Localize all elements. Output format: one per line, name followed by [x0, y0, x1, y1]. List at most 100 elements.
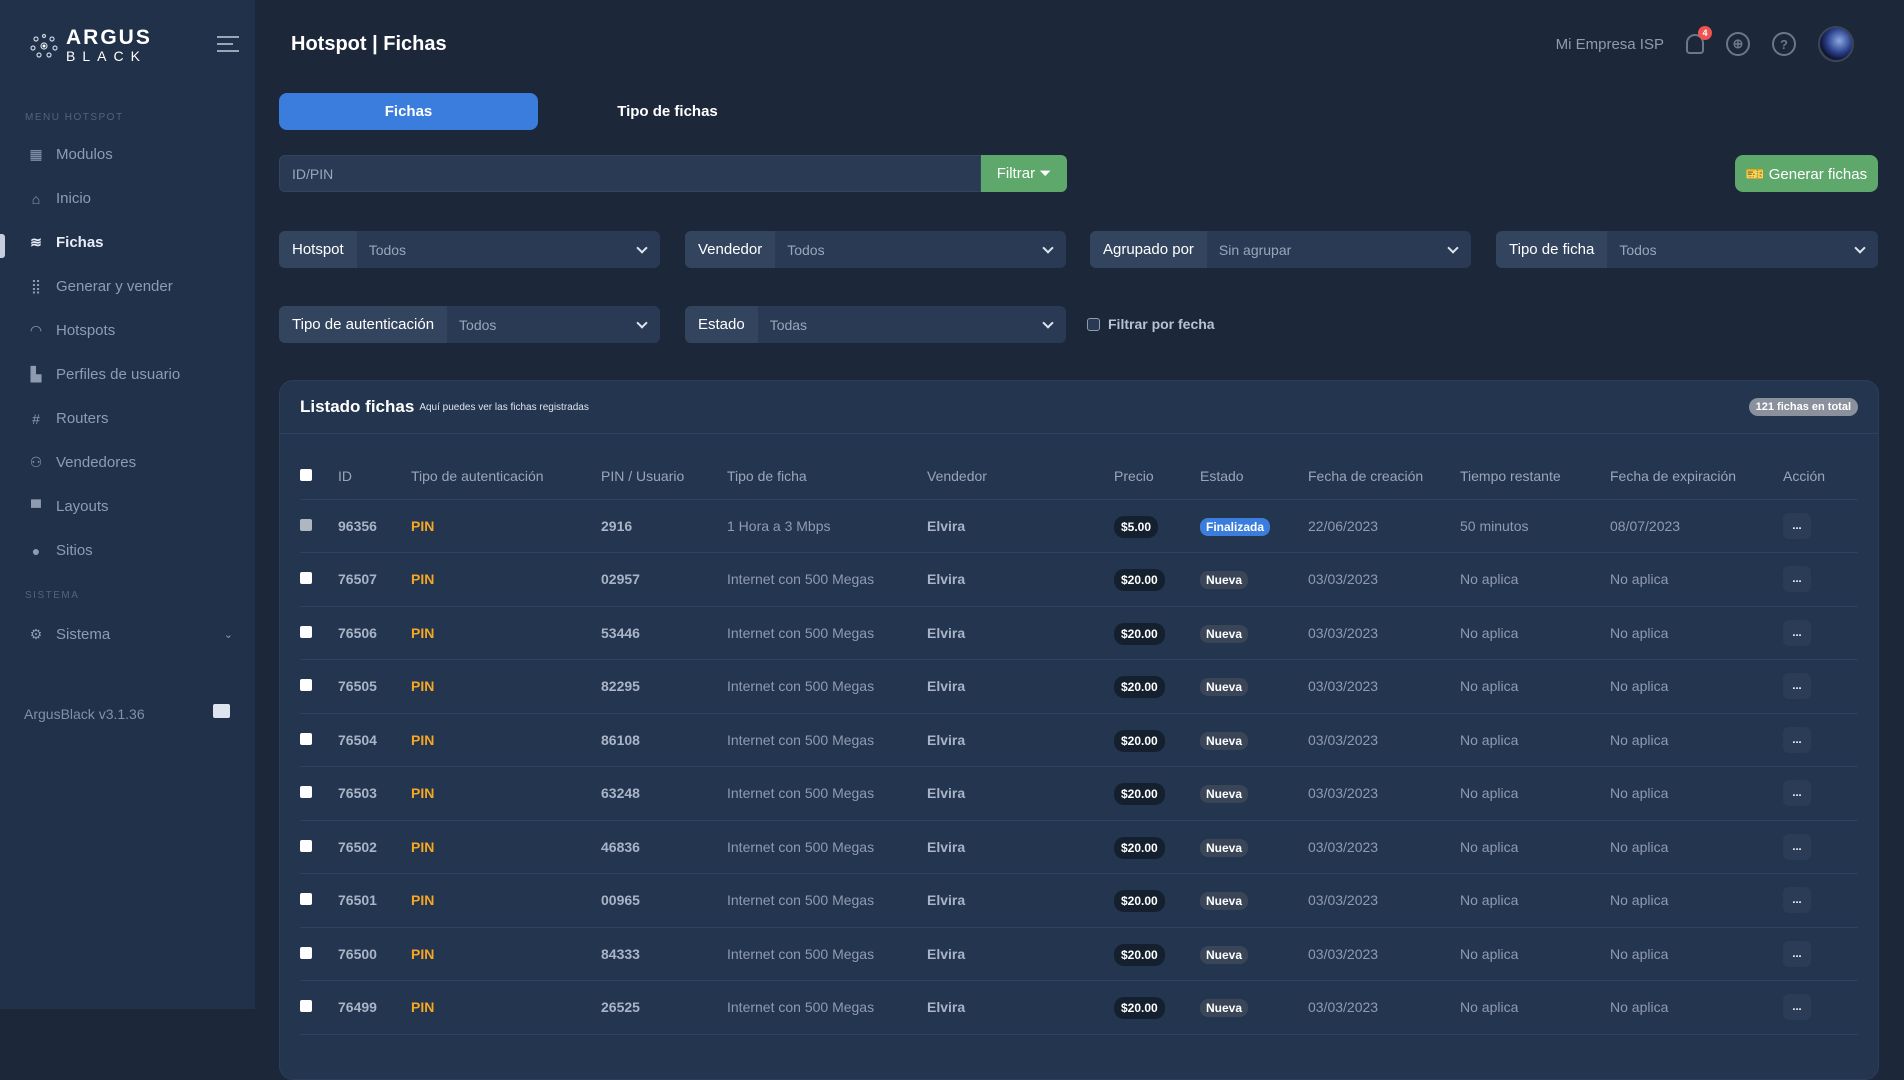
sidebar-item-fichas[interactable]: ≋ Fichas — [28, 234, 103, 251]
avatar[interactable] — [1818, 26, 1854, 62]
filter-tipo-de-autenticación[interactable]: Tipo de autenticación Todos — [279, 306, 660, 343]
cell-ficha-type: 1 Hora a 3 Mbps — [727, 499, 927, 553]
sidebar-item-label: Vendedores — [56, 454, 137, 471]
tab-tipo-de-fichas[interactable]: Tipo de fichas — [617, 103, 718, 120]
row-select[interactable] — [300, 499, 338, 553]
cell-id: 76507 — [338, 552, 411, 607]
table-row[interactable]: 76505 PIN 82295 Internet con 500 Megas E… — [300, 659, 1858, 714]
checkbox[interactable] — [300, 679, 312, 692]
table-row[interactable]: 76507 PIN 02957 Internet con 500 Megas E… — [300, 552, 1858, 607]
checkbox[interactable] — [300, 572, 312, 585]
filter-select[interactable]: Todos — [775, 231, 1066, 268]
table-row[interactable]: 76500 PIN 84333 Internet con 500 Megas E… — [300, 927, 1858, 981]
filter-button[interactable]: Filtrar ⏷ — [981, 155, 1067, 192]
filter-hotspot[interactable]: Hotspot Todos — [279, 231, 660, 268]
table-row[interactable]: 76503 PIN 63248 Internet con 500 Megas E… — [300, 766, 1858, 821]
row-select[interactable] — [300, 659, 338, 714]
checkbox[interactable] — [300, 839, 312, 852]
bell-icon[interactable]: 4 — [1686, 26, 1712, 54]
row-select[interactable] — [300, 713, 338, 767]
checkbox[interactable] — [300, 786, 312, 799]
row-action-button[interactable]: ... — [1783, 619, 1811, 646]
row-action-button[interactable]: ... — [1783, 726, 1811, 753]
sidebar-item-perfiles-de-usuario[interactable]: ▙ Perfiles de usuario — [28, 366, 181, 383]
status-badge: Nueva — [1200, 571, 1249, 590]
sidebar-item-inicio[interactable]: ⌂ Inicio — [28, 190, 91, 207]
search-input[interactable] — [279, 155, 981, 192]
filter-select[interactable]: Todos — [1607, 231, 1878, 268]
filter-select[interactable]: Todos — [357, 231, 660, 268]
filter-label: Estado — [685, 306, 758, 343]
page-title: Hotspot | Fichas — [291, 33, 447, 55]
table-row[interactable]: 96356 PIN 2916 1 Hora a 3 Mbps Elvira $5… — [300, 499, 1858, 553]
menu-toggle-icon[interactable] — [217, 36, 239, 57]
row-select[interactable] — [300, 820, 338, 874]
table-row[interactable]: 76499 PIN 26525 Internet con 500 Megas E… — [300, 980, 1858, 1035]
row-select[interactable] — [300, 766, 338, 821]
table-row[interactable]: 76501 PIN 00965 Internet con 500 Megas E… — [300, 873, 1858, 928]
sidebar-item-modulos[interactable]: ▦ Modulos — [28, 146, 112, 163]
cell-ficha-type: Internet con 500 Megas — [727, 873, 927, 928]
section-menu-hotspot: MENU HOTSPOT — [25, 112, 124, 123]
table-row[interactable]: 76506 PIN 53446 Internet con 500 Megas E… — [300, 606, 1858, 660]
column-header: Precio — [1114, 453, 1200, 500]
cell-ficha-type: Internet con 500 Megas — [727, 552, 927, 607]
row-action-button[interactable]: ... — [1783, 994, 1811, 1021]
status-badge: Nueva — [1200, 785, 1249, 804]
filter-agrupado-por[interactable]: Agrupado por Sin agrupar — [1090, 231, 1471, 268]
chevron-down-icon — [636, 316, 648, 329]
filter-tipo-de-ficha[interactable]: Tipo de ficha Todos — [1496, 231, 1878, 268]
table-row[interactable]: 76504 PIN 86108 Internet con 500 Megas E… — [300, 713, 1858, 767]
date-filter-checkbox[interactable]: Filtrar por fecha — [1087, 316, 1215, 332]
changelog-icon[interactable] — [213, 704, 230, 718]
sidebar-item-layouts[interactable]: ▀ Layouts — [28, 498, 109, 515]
checkbox[interactable] — [300, 893, 312, 906]
filter-select[interactable]: Todas — [758, 306, 1066, 343]
layout-icon: ▀ — [31, 498, 41, 515]
row-action-button[interactable]: ... — [1783, 673, 1811, 700]
row-select[interactable] — [300, 552, 338, 607]
row-select[interactable] — [300, 927, 338, 981]
top-bar: Mi Empresa ISP 4 ⊕ ? — [1556, 26, 1854, 62]
checkbox[interactable] — [300, 625, 312, 638]
filter-select[interactable]: Todos — [447, 306, 660, 343]
checkbox[interactable] — [300, 732, 312, 745]
total-badge: 121 fichas en total — [1748, 398, 1858, 416]
sidebar-item-generar-y-vender[interactable]: ⣿ Generar y vender — [28, 278, 173, 295]
sidebar-item-vendedores[interactable]: ⚇ Vendedores — [28, 454, 136, 471]
filter-estado[interactable]: Estado Todas — [685, 306, 1066, 343]
row-action-button[interactable]: ... — [1783, 887, 1811, 914]
cell-remaining: No aplica — [1460, 873, 1610, 928]
row-action-button[interactable]: ... — [1783, 566, 1811, 593]
sidebar-item-hotspots[interactable]: ◠ Hotspots — [28, 322, 115, 339]
status-badge: Nueva — [1200, 892, 1249, 911]
sidebar-item-sistema[interactable]: ⚙ Sistema ⌄ — [28, 626, 233, 643]
checkbox[interactable] — [300, 468, 312, 481]
row-action-button[interactable]: ... — [1783, 833, 1811, 860]
tab-fichas[interactable]: Fichas — [279, 93, 538, 130]
help-icon[interactable]: ? — [1772, 32, 1796, 56]
table-row[interactable]: 76502 PIN 46836 Internet con 500 Megas E… — [300, 820, 1858, 874]
org-name[interactable]: Mi Empresa ISP — [1555, 35, 1664, 53]
row-action-button[interactable]: ... — [1783, 512, 1811, 539]
sidebar-item-routers[interactable]: # Routers — [28, 410, 108, 427]
row-select[interactable] — [300, 873, 338, 928]
sidebar-item-sitios[interactable]: ● Sitios — [28, 542, 93, 559]
select-all[interactable] — [300, 453, 338, 500]
checkbox[interactable] — [300, 946, 312, 959]
row-action-button[interactable]: ... — [1783, 940, 1811, 967]
filter-select[interactable]: Sin agrupar — [1207, 231, 1471, 268]
checkbox[interactable] — [300, 1000, 312, 1013]
row-select[interactable] — [300, 980, 338, 1035]
cell-id: 76502 — [338, 820, 411, 874]
checkbox[interactable] — [300, 518, 312, 531]
checkbox[interactable] — [1087, 317, 1100, 331]
filter-vendedor[interactable]: Vendedor Todos — [685, 231, 1066, 268]
globe-icon[interactable]: ⊕ — [1726, 32, 1750, 56]
cell-pin: 2916 — [601, 499, 727, 553]
brand-line2: BLACK — [66, 48, 147, 64]
row-action-button[interactable]: ... — [1783, 780, 1811, 807]
cell-ficha-type: Internet con 500 Megas — [727, 659, 927, 714]
row-select[interactable] — [300, 606, 338, 660]
generate-fichas-button[interactable]: 🎫 Generar fichas — [1735, 155, 1878, 192]
